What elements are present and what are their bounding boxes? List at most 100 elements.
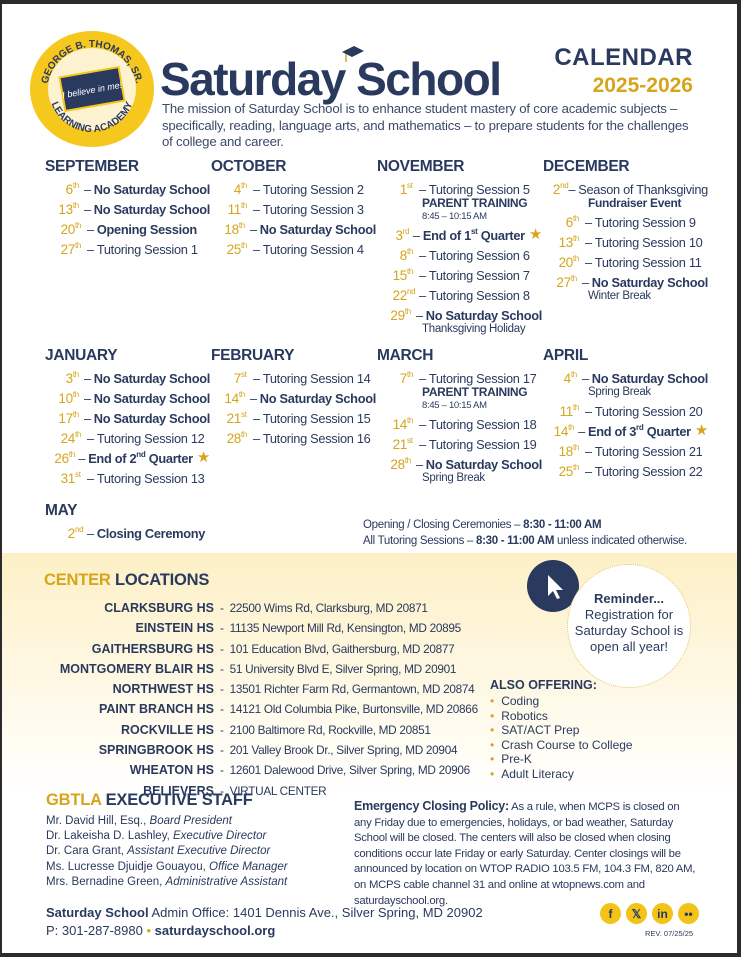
event-text-sup: nd [136,450,146,459]
location-name: BELIEVERS [143,783,214,798]
offering-item: Coding [490,694,633,709]
month-name: MARCH [377,347,434,364]
event-title: Season of Thanksgiving [578,180,708,200]
dash: – [585,444,592,459]
event-title: Tutoring Session 2 [263,180,364,200]
dash: – [83,182,91,197]
staff-title: GBTLA EXECUTIVE STAFF [46,791,253,809]
date-suffix: th [573,214,580,223]
x-icon[interactable]: 𝕏 [626,903,647,924]
staff-member: Dr. Lakeisha D. Lashley, Executive Direc… [46,829,288,844]
dash: – [419,182,426,197]
facebook-icon[interactable]: f [600,903,621,924]
event-subtitle: Fundraiser Event [588,196,682,210]
event-title: Tutoring Session 20 [595,402,703,422]
month-name: JANUARY [45,347,118,364]
academy-logo: GEORGE B. THOMAS, SR. LEARNING ACADEMY I… [30,31,154,147]
event-date: 31 [60,471,76,486]
event-title: Tutoring Session 1 [97,240,198,260]
event-date: 25 [226,242,242,257]
location-name: GAITHERSBURG HS [91,641,214,656]
date-suffix: th [72,181,79,190]
event-title: End of 1st Quarter [423,226,525,246]
linkedin-icon[interactable]: in [652,903,673,924]
event-title: Tutoring Session 12 [97,429,205,449]
offering-item: Crash Course to College [490,738,632,753]
event-date: 28 [226,431,242,446]
event-text: Tutoring Session 18 [428,417,537,432]
event-date: 2 [67,526,76,541]
event-text: No Saturday School [93,391,211,406]
event-title: No Saturday School [592,273,709,293]
event-subtitle: PARENT TRAINING [422,385,528,399]
event-text: No Saturday School [259,222,377,237]
dash: – [87,471,94,486]
location-name: ROCKVILLE HS [120,722,214,737]
location-dash: - [220,601,224,615]
location-dash: - [220,743,224,758]
date-suffix: st [75,470,81,479]
event-text: No Saturday School [591,371,709,386]
dash: – [78,451,86,466]
date-suffix: th [238,390,245,399]
event-date: 7 [399,371,408,386]
ceremonies-label: Opening / Closing Ceremonies – [363,519,524,531]
month-name: APRIL [543,347,589,364]
location-address: 14121 Old Columbia Pike, Burtonsville, M… [229,702,479,717]
event-date: 7 [233,371,242,386]
dash: – [581,371,589,386]
location-row: WHEATON HS - 12601 Dalewood Drive, Silve… [32,760,478,780]
event-title: No Saturday School [94,200,211,220]
event-date: 29 [390,308,405,323]
location-row: NORTHWEST HS - 13501 Richter Farm Rd, Ge… [32,679,478,699]
location-dash: - [220,722,224,737]
date-suffix: th [72,370,79,379]
event-date: 25 [558,464,574,479]
event-date: 20 [60,222,76,237]
event-title: No Saturday School [259,389,377,409]
flickr-icon[interactable]: •• [678,903,699,924]
event-date: 6 [565,215,574,230]
date-suffix: th [75,430,82,439]
event-note: Spring Break [588,386,651,398]
event-text: Tutoring Session 11 [594,255,702,270]
event-date: 26 [54,451,69,466]
event-title: Opening Session [97,220,197,240]
event-date: 4 [563,371,572,386]
event-date: 6 [65,182,74,197]
footer-website[interactable]: saturdayschool.org [154,923,276,938]
calendar-heading: CALENDAR 2025-2026 [554,44,693,98]
location-name: NORTHWEST HS [112,682,214,697]
event-text: No Saturday School [259,391,377,406]
staff-member: Ms. Lucresse Djuidje Gouayou, Office Man… [46,860,288,875]
location-address: 101 Education Blvd, Gaithersburg, MD 208… [229,641,455,656]
event-date: 3 [395,228,404,243]
policy-body: As a rule, when MCPS is closed on any Fr… [354,801,696,907]
location-row: ROCKVILLE HS - 2100 Baltimore Rd, Rockvi… [32,720,478,740]
date-suffix: st [241,370,247,379]
event-text-after: Quarter [145,451,193,466]
location-row: GAITHERSBURG HS - 101 Education Blvd, Ga… [32,639,478,659]
locations-title: CENTER LOCATIONS [44,571,210,589]
footer-contact: Saturday School Admin Office: 1401 Denni… [46,904,483,940]
event-text: Tutoring Session 22 [594,464,703,479]
staff-name: Mrs. Bernadine Green, [46,875,166,888]
event-text: Tutoring Session 9 [594,215,696,230]
event-date: 14 [392,417,408,432]
dash: – [419,288,426,303]
event-time: 8:45 – 10:15 AM [422,211,487,222]
